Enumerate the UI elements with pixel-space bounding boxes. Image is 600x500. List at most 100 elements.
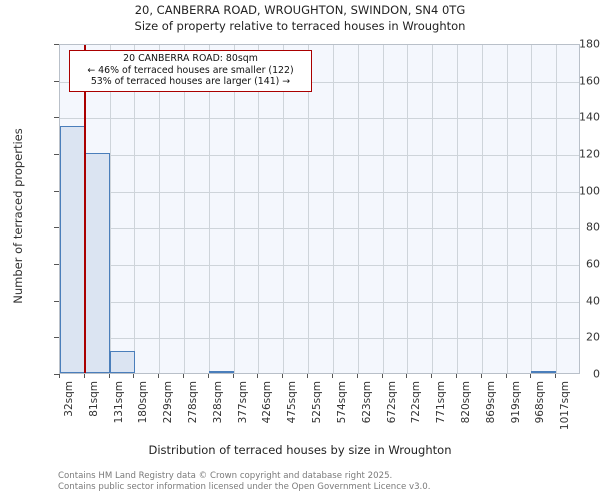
x-tick-label: 131sqm	[113, 381, 125, 424]
x-tick-mark	[481, 374, 482, 378]
x-tick-mark	[506, 374, 507, 378]
x-tick-label: 771sqm	[435, 381, 447, 424]
y-tick-label: 80	[586, 220, 600, 234]
x-tick-label: 869sqm	[485, 381, 497, 424]
y-tick-label: 40	[586, 294, 600, 308]
y-tick-label: 0	[593, 367, 600, 381]
x-tick-label: 475sqm	[286, 381, 298, 424]
y-tick-label: 140	[579, 110, 600, 124]
gridline-vertical	[159, 45, 160, 373]
x-tick-mark	[555, 374, 556, 378]
x-tick-label: 623sqm	[361, 381, 373, 424]
histogram-bar	[209, 371, 234, 373]
x-tick-label: 525sqm	[311, 381, 323, 424]
x-tick-label: 722sqm	[410, 381, 422, 424]
x-tick-label: 377sqm	[237, 381, 249, 424]
annotation-line-larger: 53% of terraced houses are larger (141) …	[90, 76, 291, 87]
x-tick-mark	[307, 374, 308, 378]
y-tick-mark	[54, 264, 59, 265]
histogram-bar	[110, 351, 135, 373]
gridline-vertical	[383, 45, 384, 373]
gridline-horizontal	[60, 301, 579, 303]
x-tick-mark	[59, 374, 60, 378]
gridline-horizontal	[60, 228, 579, 230]
y-tick-mark	[54, 44, 59, 45]
chart-title-block: 20, CANBERRA ROAD, WROUGHTON, SWINDON, S…	[0, 2, 600, 34]
y-tick-label: 120	[579, 147, 600, 161]
x-tick-mark	[357, 374, 358, 378]
chart-subtitle: Size of property relative to terraced ho…	[134, 19, 466, 33]
x-tick-mark	[257, 374, 258, 378]
histogram-bar	[531, 371, 556, 373]
x-tick-mark	[183, 374, 184, 378]
x-tick-mark	[382, 374, 383, 378]
property-annotation-box: 20 CANBERRA ROAD: 80sqm ← 46% of terrace…	[69, 50, 312, 92]
x-axis-label: Distribution of terraced houses by size …	[148, 443, 452, 457]
x-tick-mark	[530, 374, 531, 378]
gridline-vertical	[234, 45, 235, 373]
gridline-vertical	[308, 45, 309, 373]
gridline-vertical	[556, 45, 557, 373]
x-tick-mark	[208, 374, 209, 378]
gridline-vertical	[283, 45, 284, 373]
gridline-horizontal	[60, 81, 579, 83]
gridline-vertical	[482, 45, 483, 373]
y-tick-mark	[54, 154, 59, 155]
y-tick-mark	[54, 227, 59, 229]
annotation-line-property: 20 CANBERRA ROAD: 80sqm	[123, 53, 258, 64]
gridline-vertical	[184, 45, 185, 373]
x-tick-mark	[109, 374, 110, 378]
x-tick-mark	[406, 374, 407, 378]
gridline-vertical	[358, 45, 359, 373]
x-tick-mark	[84, 374, 85, 378]
x-tick-mark	[282, 374, 283, 378]
gridline-vertical	[407, 45, 408, 373]
page-title: 20, CANBERRA ROAD, WROUGHTON, SWINDON, S…	[134, 3, 466, 17]
footer-line-copyright: Contains HM Land Registry data © Crown c…	[58, 471, 393, 481]
y-tick-mark	[54, 190, 59, 192]
x-tick-label: 820sqm	[460, 381, 472, 424]
x-tick-label: 672sqm	[386, 381, 398, 424]
gridline-horizontal	[60, 265, 579, 266]
x-tick-label: 968sqm	[534, 381, 546, 424]
x-tick-label: 426sqm	[261, 381, 273, 424]
gridline-vertical	[507, 45, 508, 373]
y-tick-label: 60	[586, 257, 600, 271]
x-tick-mark	[456, 374, 457, 378]
gridline-horizontal	[60, 338, 579, 340]
histogram-bar	[60, 125, 85, 373]
y-tick-label: 180	[579, 37, 600, 51]
x-tick-label: 229sqm	[162, 381, 174, 424]
annotation-line-smaller: ← 46% of terraced houses are smaller (12…	[87, 64, 294, 76]
x-tick-label: 1017sqm	[559, 381, 571, 431]
gridline-vertical	[209, 45, 210, 373]
x-tick-mark	[133, 374, 134, 378]
gridline-vertical	[432, 45, 433, 373]
property-marker-line	[84, 45, 87, 373]
footer: Contains HM Land Registry data © Crown c…	[58, 471, 578, 493]
gridline-vertical	[333, 45, 334, 373]
gridline-vertical	[457, 45, 458, 373]
x-tick-label: 574sqm	[336, 381, 348, 424]
y-tick-mark	[54, 300, 59, 302]
y-tick-mark	[54, 117, 59, 119]
gridline-vertical	[531, 45, 532, 373]
x-tick-mark	[233, 374, 234, 378]
y-axis-label: Number of terraced properties	[11, 128, 25, 304]
gridline-vertical	[258, 45, 259, 373]
x-tick-label: 180sqm	[137, 381, 149, 424]
x-tick-mark	[158, 374, 159, 378]
x-tick-label: 32sqm	[63, 381, 75, 417]
gridline-vertical	[134, 45, 135, 373]
gridline-horizontal	[60, 155, 579, 156]
x-tick-mark	[431, 374, 432, 378]
plot-area	[59, 44, 580, 374]
x-tick-label: 919sqm	[510, 381, 522, 424]
gridline-horizontal	[60, 118, 579, 120]
y-tick-label: 100	[579, 184, 600, 198]
y-tick-mark	[54, 80, 59, 82]
x-tick-label: 328sqm	[212, 381, 224, 424]
x-tick-label: 81sqm	[88, 381, 100, 417]
gridline-horizontal	[60, 191, 579, 193]
y-tick-mark	[54, 337, 59, 339]
